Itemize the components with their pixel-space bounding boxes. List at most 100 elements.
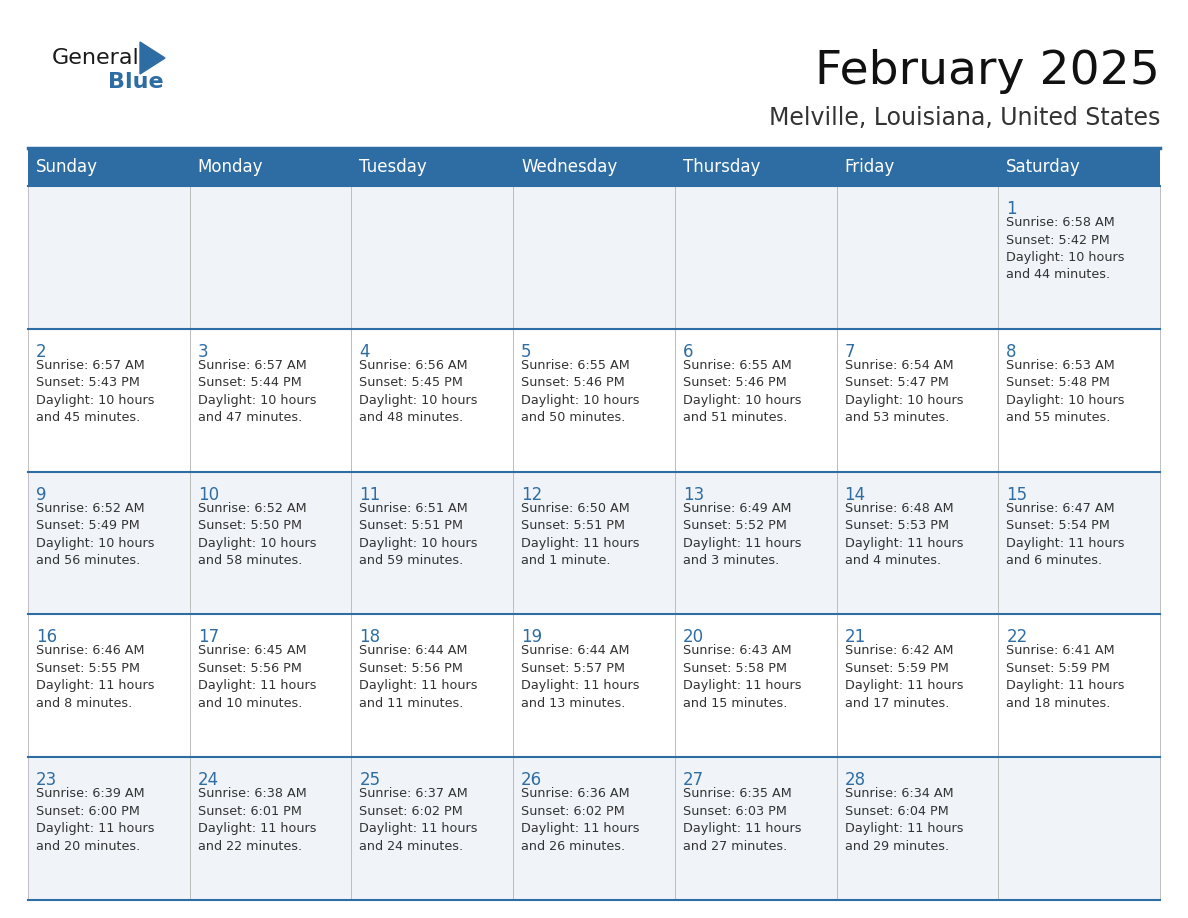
Bar	[190, 329, 352, 472]
Text: 7: 7	[845, 342, 855, 361]
Text: 4: 4	[360, 342, 369, 361]
Text: Sunrise: 6:37 AM
Sunset: 6:02 PM
Daylight: 11 hours
and 24 minutes.: Sunrise: 6:37 AM Sunset: 6:02 PM Dayligh…	[360, 788, 478, 853]
Text: General: General	[52, 48, 140, 68]
Text: 5: 5	[522, 342, 532, 361]
Text: Tuesday: Tuesday	[360, 158, 428, 176]
Bar	[836, 614, 998, 757]
Bar	[29, 329, 190, 472]
Text: Sunrise: 6:36 AM
Sunset: 6:02 PM
Daylight: 11 hours
and 26 minutes.: Sunrise: 6:36 AM Sunset: 6:02 PM Dayligh…	[522, 788, 639, 853]
Bar	[29, 186, 190, 329]
Bar	[513, 614, 675, 757]
Text: 15: 15	[1006, 486, 1028, 504]
Text: 14: 14	[845, 486, 866, 504]
Text: 22: 22	[1006, 629, 1028, 646]
Bar	[998, 329, 1159, 472]
Text: Sunrise: 6:56 AM
Sunset: 5:45 PM
Daylight: 10 hours
and 48 minutes.: Sunrise: 6:56 AM Sunset: 5:45 PM Dayligh…	[360, 359, 478, 424]
Bar	[998, 614, 1159, 757]
Bar	[836, 148, 998, 186]
Text: Sunrise: 6:57 AM
Sunset: 5:43 PM
Daylight: 10 hours
and 45 minutes.: Sunrise: 6:57 AM Sunset: 5:43 PM Dayligh…	[36, 359, 154, 424]
Text: Sunrise: 6:52 AM
Sunset: 5:49 PM
Daylight: 10 hours
and 56 minutes.: Sunrise: 6:52 AM Sunset: 5:49 PM Dayligh…	[36, 501, 154, 567]
Bar	[352, 472, 513, 614]
Text: 18: 18	[360, 629, 380, 646]
Text: 23: 23	[36, 771, 57, 789]
Text: 11: 11	[360, 486, 380, 504]
Text: 17: 17	[197, 629, 219, 646]
Bar	[675, 757, 836, 900]
Bar	[190, 472, 352, 614]
Text: 28: 28	[845, 771, 866, 789]
Bar	[675, 472, 836, 614]
Text: February 2025: February 2025	[815, 50, 1159, 95]
Text: 9: 9	[36, 486, 46, 504]
Bar	[836, 186, 998, 329]
Text: 19: 19	[522, 629, 542, 646]
Text: Sunrise: 6:48 AM
Sunset: 5:53 PM
Daylight: 11 hours
and 4 minutes.: Sunrise: 6:48 AM Sunset: 5:53 PM Dayligh…	[845, 501, 963, 567]
Text: 2: 2	[36, 342, 46, 361]
Text: Monday: Monday	[197, 158, 264, 176]
Text: 13: 13	[683, 486, 704, 504]
Text: Sunrise: 6:49 AM
Sunset: 5:52 PM
Daylight: 11 hours
and 3 minutes.: Sunrise: 6:49 AM Sunset: 5:52 PM Dayligh…	[683, 501, 802, 567]
Bar	[190, 757, 352, 900]
Bar	[29, 614, 190, 757]
Text: Sunrise: 6:58 AM
Sunset: 5:42 PM
Daylight: 10 hours
and 44 minutes.: Sunrise: 6:58 AM Sunset: 5:42 PM Dayligh…	[1006, 216, 1125, 282]
Text: Sunrise: 6:43 AM
Sunset: 5:58 PM
Daylight: 11 hours
and 15 minutes.: Sunrise: 6:43 AM Sunset: 5:58 PM Dayligh…	[683, 644, 802, 710]
Text: Sunrise: 6:41 AM
Sunset: 5:59 PM
Daylight: 11 hours
and 18 minutes.: Sunrise: 6:41 AM Sunset: 5:59 PM Dayligh…	[1006, 644, 1125, 710]
Bar	[352, 757, 513, 900]
Text: 6: 6	[683, 342, 694, 361]
Text: Wednesday: Wednesday	[522, 158, 618, 176]
Bar	[675, 186, 836, 329]
Text: Sunrise: 6:42 AM
Sunset: 5:59 PM
Daylight: 11 hours
and 17 minutes.: Sunrise: 6:42 AM Sunset: 5:59 PM Dayligh…	[845, 644, 963, 710]
Text: 10: 10	[197, 486, 219, 504]
Polygon shape	[140, 42, 165, 74]
Text: Sunrise: 6:50 AM
Sunset: 5:51 PM
Daylight: 11 hours
and 1 minute.: Sunrise: 6:50 AM Sunset: 5:51 PM Dayligh…	[522, 501, 639, 567]
Text: Sunrise: 6:53 AM
Sunset: 5:48 PM
Daylight: 10 hours
and 55 minutes.: Sunrise: 6:53 AM Sunset: 5:48 PM Dayligh…	[1006, 359, 1125, 424]
Bar	[998, 757, 1159, 900]
Text: 25: 25	[360, 771, 380, 789]
Text: Friday: Friday	[845, 158, 895, 176]
Text: Sunrise: 6:47 AM
Sunset: 5:54 PM
Daylight: 11 hours
and 6 minutes.: Sunrise: 6:47 AM Sunset: 5:54 PM Dayligh…	[1006, 501, 1125, 567]
Text: Melville, Louisiana, United States: Melville, Louisiana, United States	[769, 106, 1159, 130]
Bar	[675, 329, 836, 472]
Text: Sunrise: 6:45 AM
Sunset: 5:56 PM
Daylight: 11 hours
and 10 minutes.: Sunrise: 6:45 AM Sunset: 5:56 PM Dayligh…	[197, 644, 316, 710]
Text: 21: 21	[845, 629, 866, 646]
Bar	[675, 614, 836, 757]
Bar	[675, 148, 836, 186]
Text: Sunrise: 6:55 AM
Sunset: 5:46 PM
Daylight: 10 hours
and 51 minutes.: Sunrise: 6:55 AM Sunset: 5:46 PM Dayligh…	[683, 359, 802, 424]
Text: Sunrise: 6:46 AM
Sunset: 5:55 PM
Daylight: 11 hours
and 8 minutes.: Sunrise: 6:46 AM Sunset: 5:55 PM Dayligh…	[36, 644, 154, 710]
Text: Sunrise: 6:51 AM
Sunset: 5:51 PM
Daylight: 10 hours
and 59 minutes.: Sunrise: 6:51 AM Sunset: 5:51 PM Dayligh…	[360, 501, 478, 567]
Bar	[513, 329, 675, 472]
Bar	[190, 148, 352, 186]
Bar	[998, 186, 1159, 329]
Text: Sunrise: 6:54 AM
Sunset: 5:47 PM
Daylight: 10 hours
and 53 minutes.: Sunrise: 6:54 AM Sunset: 5:47 PM Dayligh…	[845, 359, 963, 424]
Text: Sunrise: 6:44 AM
Sunset: 5:56 PM
Daylight: 11 hours
and 11 minutes.: Sunrise: 6:44 AM Sunset: 5:56 PM Dayligh…	[360, 644, 478, 710]
Bar	[513, 186, 675, 329]
Bar	[29, 148, 190, 186]
Bar	[836, 757, 998, 900]
Bar	[836, 472, 998, 614]
Text: 3: 3	[197, 342, 208, 361]
Bar	[513, 757, 675, 900]
Bar	[352, 186, 513, 329]
Text: Sunrise: 6:34 AM
Sunset: 6:04 PM
Daylight: 11 hours
and 29 minutes.: Sunrise: 6:34 AM Sunset: 6:04 PM Dayligh…	[845, 788, 963, 853]
Text: Sunrise: 6:44 AM
Sunset: 5:57 PM
Daylight: 11 hours
and 13 minutes.: Sunrise: 6:44 AM Sunset: 5:57 PM Dayligh…	[522, 644, 639, 710]
Text: 8: 8	[1006, 342, 1017, 361]
Bar	[998, 148, 1159, 186]
Text: Sunday: Sunday	[36, 158, 97, 176]
Text: Saturday: Saturday	[1006, 158, 1081, 176]
Bar	[29, 757, 190, 900]
Text: Sunrise: 6:39 AM
Sunset: 6:00 PM
Daylight: 11 hours
and 20 minutes.: Sunrise: 6:39 AM Sunset: 6:00 PM Dayligh…	[36, 788, 154, 853]
Text: 20: 20	[683, 629, 704, 646]
Bar	[352, 329, 513, 472]
Text: 24: 24	[197, 771, 219, 789]
Text: Sunrise: 6:52 AM
Sunset: 5:50 PM
Daylight: 10 hours
and 58 minutes.: Sunrise: 6:52 AM Sunset: 5:50 PM Dayligh…	[197, 501, 316, 567]
Text: 16: 16	[36, 629, 57, 646]
Bar	[998, 472, 1159, 614]
Bar	[513, 148, 675, 186]
Bar	[513, 472, 675, 614]
Text: 12: 12	[522, 486, 543, 504]
Bar	[352, 148, 513, 186]
Bar	[352, 614, 513, 757]
Bar	[29, 472, 190, 614]
Text: Sunrise: 6:57 AM
Sunset: 5:44 PM
Daylight: 10 hours
and 47 minutes.: Sunrise: 6:57 AM Sunset: 5:44 PM Dayligh…	[197, 359, 316, 424]
Text: 27: 27	[683, 771, 704, 789]
